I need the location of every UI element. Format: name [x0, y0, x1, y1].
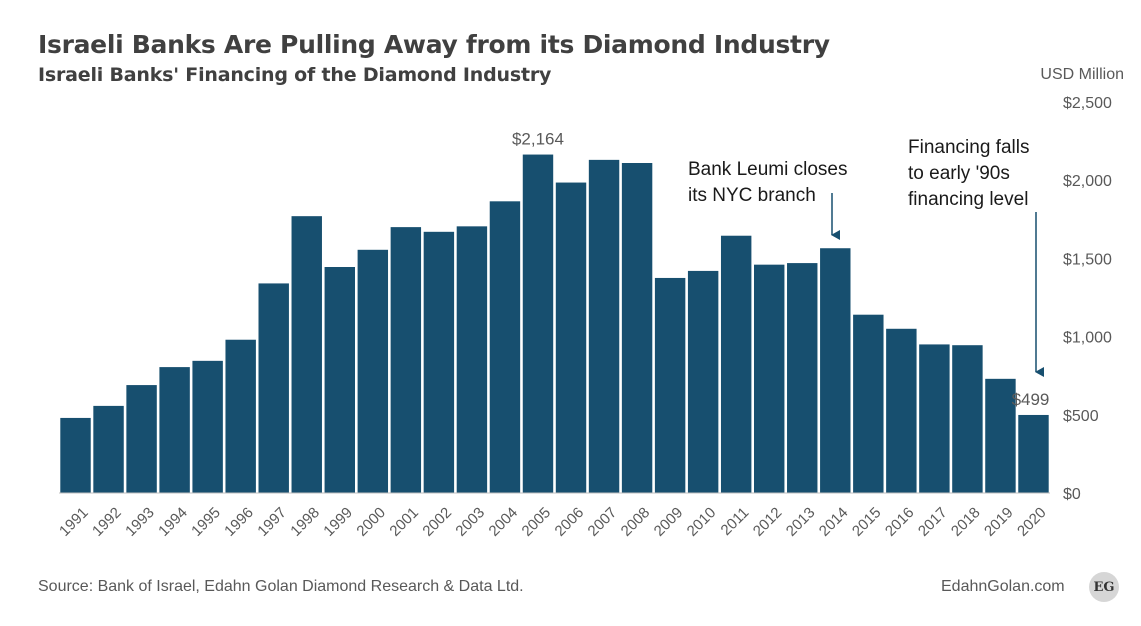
- bar-2017: [919, 344, 950, 493]
- x-tick-label-2001: 2001: [386, 504, 422, 540]
- y-tick-label: $2,500: [1063, 95, 1112, 112]
- x-tick-label-2016: 2016: [882, 504, 918, 540]
- x-tick-label-2012: 2012: [750, 504, 786, 540]
- x-tick-label-2011: 2011: [718, 504, 753, 539]
- annotation-2020: Financing falls to early '90s financing le…: [908, 137, 1029, 210]
- website-link[interactable]: EdahnGolan.com: [941, 578, 1065, 595]
- x-tick-label-2008: 2008: [618, 504, 654, 540]
- bar-2006: [555, 182, 587, 494]
- bar-2008: [621, 163, 653, 493]
- bar-2016: [886, 328, 917, 493]
- data-labels: $2,164 $499: [512, 130, 1049, 409]
- x-tick-label-2013: 2013: [783, 504, 819, 540]
- x-tick-label-2002: 2002: [419, 504, 455, 540]
- x-tick-label-2009: 2009: [651, 504, 687, 540]
- bar-2012: [754, 264, 785, 493]
- x-tick-label-1995: 1995: [188, 504, 224, 540]
- bar-2013: [787, 263, 818, 493]
- bar-2003: [456, 226, 488, 493]
- bar-2005: [522, 154, 554, 494]
- bar-2015: [853, 314, 884, 493]
- chart-title: Israeli Banks Are Pulling Away from its …: [38, 30, 830, 59]
- x-tick-label-1992: 1992: [89, 504, 125, 540]
- annotation-2014: Bank Leumi closes its NYC branch: [688, 159, 847, 206]
- bar-1995: [192, 360, 223, 493]
- bar-2018: [952, 345, 983, 493]
- bar-2002: [423, 231, 455, 493]
- bar-1994: [159, 367, 190, 493]
- bar-1992: [93, 405, 124, 493]
- x-tick-label-1993: 1993: [122, 504, 158, 540]
- bar-2019: [985, 378, 1016, 493]
- annotations: Bank Leumi closes its NYC branch Financing…: [688, 137, 1044, 377]
- bar-1996: [225, 339, 256, 493]
- x-tick-label-2018: 2018: [948, 504, 984, 540]
- y-tick-label: $1,000: [1063, 330, 1112, 347]
- bar-2001: [390, 227, 422, 493]
- y-tick-labels: $0 $500 $1,000 $1,500 $2,000 $2,500: [1063, 95, 1112, 503]
- x-tick-label-2000: 2000: [353, 504, 389, 540]
- bar-2004: [489, 201, 521, 493]
- bar-2009: [654, 277, 686, 493]
- x-tick-label-1997: 1997: [254, 504, 290, 540]
- chart-subtitle: Israeli Banks' Financing of the Diamond …: [38, 64, 552, 86]
- x-tick-label-1991: 1991: [56, 504, 92, 540]
- bar-2007: [588, 159, 620, 493]
- bar-1993: [126, 385, 157, 493]
- x-tick-label-1998: 1998: [287, 504, 323, 540]
- bar-2011: [720, 235, 752, 493]
- x-tick-label-2006: 2006: [552, 504, 588, 540]
- y-tick-label: $1,500: [1063, 251, 1112, 268]
- x-tick-label-2020: 2020: [1014, 504, 1050, 540]
- x-tick-label-2014: 2014: [816, 504, 852, 540]
- bar-1997: [258, 283, 289, 493]
- x-tick-label-2015: 2015: [849, 504, 885, 540]
- x-tick-label-2004: 2004: [486, 504, 522, 540]
- x-tick-label-2005: 2005: [519, 504, 555, 540]
- unit-label: USD Million: [1040, 66, 1124, 83]
- bar-2000: [357, 249, 389, 493]
- bars-group: [60, 154, 1049, 494]
- x-tick-labels: 1991199219931994199519961997199819992000…: [56, 504, 1050, 540]
- x-tick-label-2017: 2017: [915, 504, 951, 540]
- x-tick-label-2010: 2010: [684, 504, 720, 540]
- x-tick-label-2019: 2019: [981, 504, 1017, 540]
- x-tick-label-1996: 1996: [221, 504, 257, 540]
- x-tick-label-1994: 1994: [155, 504, 191, 540]
- bar-1991: [60, 417, 91, 493]
- x-tick-label-2003: 2003: [452, 504, 488, 540]
- bar-1998: [291, 216, 322, 494]
- y-tick-label: $0: [1063, 486, 1081, 503]
- bar-1999: [324, 267, 355, 493]
- data-label-2020: $499: [1012, 390, 1050, 409]
- eg-logo: EG: [1089, 572, 1119, 602]
- x-tick-label-1999: 1999: [320, 504, 356, 540]
- bar-2014: [820, 248, 851, 493]
- y-tick-label: $500: [1063, 408, 1099, 425]
- bar-2020: [1018, 414, 1049, 493]
- x-tick-label-2007: 2007: [585, 504, 621, 540]
- bar-2010: [687, 270, 719, 493]
- data-label-2005: $2,164: [512, 130, 564, 149]
- y-tick-label: $2,000: [1063, 173, 1112, 190]
- source-note: Source: Bank of Israel, Edahn Golan Diam…: [38, 578, 524, 595]
